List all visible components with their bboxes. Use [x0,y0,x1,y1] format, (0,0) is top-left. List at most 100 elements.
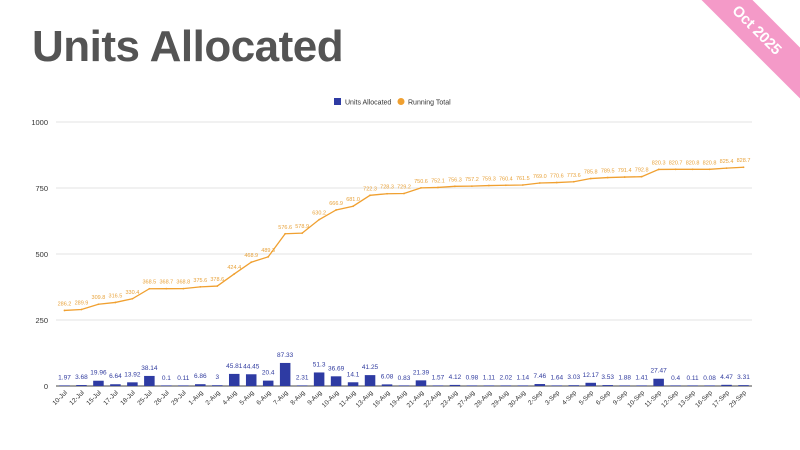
y-tick-label: 750 [35,184,48,193]
x-tick-label: 18-Jul [119,389,137,407]
bar-data-label: 1.97 [58,374,71,381]
line-point [63,309,66,312]
line-data-label: 820.8 [686,160,700,166]
bar [381,384,393,386]
x-tick-label: 22-Aug [423,389,443,409]
bar [330,376,342,386]
line-data-label: 316.5 [109,293,123,299]
chart-gridlines [56,121,752,387]
x-tick-label: 13-Aug [355,389,375,409]
x-tick-label: 10-Aug [321,389,341,409]
line-data-label: 756.3 [448,177,462,183]
bar-data-label: 1.88 [618,375,631,382]
bar [144,375,155,386]
x-tick-label: 16-Aug [372,389,392,409]
x-tick-label: 30-Aug [507,389,527,409]
bar-data-label: 38.14 [141,365,158,372]
x-tick-label: 2-Aug [204,389,221,406]
y-axis: 0 250 500 750 1000 [31,118,48,391]
x-tick-label: 16-Sep [694,389,714,409]
bar [585,382,596,386]
bar-data-label: 20.4 [262,370,275,377]
line-point [691,168,694,171]
line-point [623,176,626,178]
x-tick-label: 21-Aug [406,389,426,409]
line-point [471,185,473,187]
x-tick-label: 10-Sep [626,389,646,409]
x-tick-label: 19-Aug [389,389,409,409]
line-point [725,167,728,169]
bar [93,380,104,386]
line-point [572,180,575,183]
bar [517,385,529,386]
bar [653,378,664,386]
legend-swatch-running-total [397,98,405,105]
bar-data-label: 1.64 [550,375,563,382]
x-tick-label: 1-Aug [187,389,204,406]
bar [721,384,732,386]
bar [602,385,613,386]
line-point [420,186,422,189]
bar-data-label: 3 [215,374,219,381]
line-point [369,194,371,197]
x-tick-label: 13-Sep [677,389,697,409]
line-data-label: 378.6 [210,277,224,283]
bar-series [59,362,749,386]
x-tick-label: 4-Sep [561,389,578,406]
bar-data-label: 6.64 [109,373,122,380]
line-data-label: 286.2 [58,301,72,307]
bar [551,385,563,386]
line-point [80,308,83,311]
bar [364,375,376,386]
line-point [301,232,304,235]
bar [76,385,87,386]
bar [228,373,240,386]
line-data-label: 728.3 [380,185,394,191]
bar-data-label: 0.1 [162,375,171,382]
bar [161,385,172,386]
bar-data-label: 19.96 [90,370,107,377]
line-point [640,175,643,178]
line-point [538,182,541,184]
bar-data-label: 1.41 [635,375,648,382]
line-data-label: 789.5 [601,169,615,175]
line-point [165,287,168,290]
bar-data-label: 2.02 [500,374,513,381]
line-data-label: 729.2 [397,184,411,190]
line-point [504,184,507,187]
line-data-label: 424.4 [227,265,241,271]
bar-data-label: 3.31 [737,374,750,381]
bar-data-label: 1.14 [517,375,530,382]
line-data-label: 368.8 [176,280,190,286]
bar [59,385,70,386]
line-point [403,192,405,195]
line-data-label: 750.6 [414,179,428,185]
line-data-label: 769.0 [533,174,547,180]
running-total-series [63,166,745,312]
line-point [182,287,185,290]
bar [568,385,580,386]
bar [212,385,223,386]
line-data-label: 681.0 [346,197,360,203]
bar-data-label: 1.57 [432,375,445,382]
line-data-label: 760.4 [499,176,513,182]
bar [432,385,444,386]
x-tick-label: 5-Aug [238,389,255,406]
bar [636,385,647,386]
bar-data-label: 4.47 [720,374,733,381]
line-data-label: 773.6 [567,173,581,179]
bar [296,385,308,386]
line-data-label: 576.6 [278,225,292,231]
x-tick-label: 27-Aug [457,389,477,409]
x-tick-label: 10-Jul [51,389,69,407]
line-point [437,186,439,189]
legend-label-units-allocated: Units Allocated [345,100,391,107]
bar-data-label: 0.11 [177,375,190,382]
bar-data-label: 0.4 [671,375,680,382]
bar-data-label: 41.25 [362,364,379,371]
x-tick-label: 29-Aug [490,389,510,409]
line-data-label: 820.8 [703,160,717,166]
bar-data-label: 21.39 [413,369,430,376]
page-title: Units Allocated [32,22,344,71]
